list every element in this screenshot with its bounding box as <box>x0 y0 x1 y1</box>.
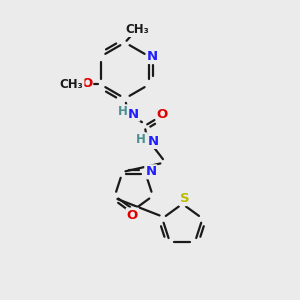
Text: N: N <box>147 135 158 148</box>
Text: S: S <box>180 192 190 205</box>
Text: CH₃: CH₃ <box>60 78 83 91</box>
Text: O: O <box>81 77 92 90</box>
Text: O: O <box>157 108 168 121</box>
Text: N: N <box>145 165 156 178</box>
Text: O: O <box>127 208 138 222</box>
Text: H: H <box>136 133 146 146</box>
Text: CH₃: CH₃ <box>126 23 149 36</box>
Text: N: N <box>128 108 140 121</box>
Text: N: N <box>147 50 158 63</box>
Text: H: H <box>118 105 128 118</box>
